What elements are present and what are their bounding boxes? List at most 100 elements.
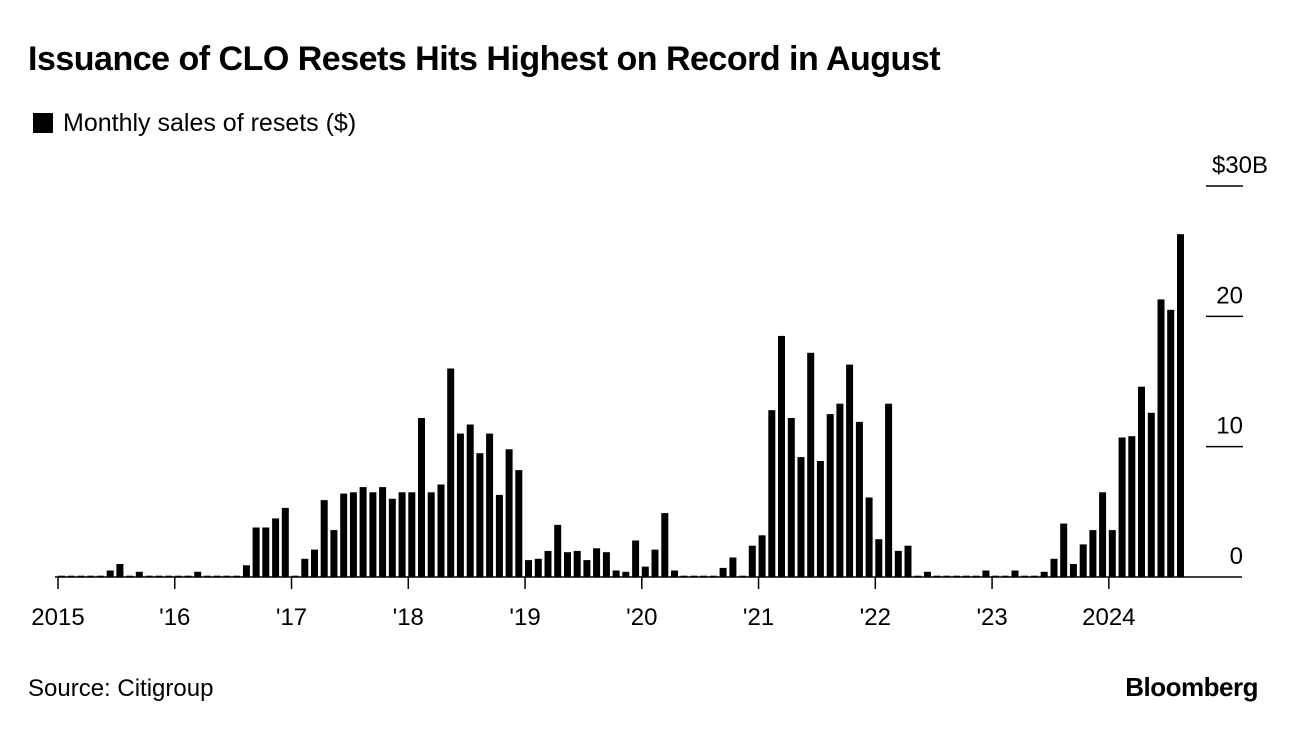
bar [495, 494, 503, 577]
bar [525, 560, 532, 577]
bar [719, 567, 727, 577]
bar [301, 558, 309, 577]
bar [826, 414, 834, 577]
bar [1060, 523, 1068, 577]
bar [544, 550, 552, 577]
bar [466, 424, 474, 577]
bar [602, 552, 610, 577]
bar [1089, 530, 1097, 577]
bar [593, 548, 601, 577]
bloomberg-logo: Bloomberg [1125, 672, 1258, 702]
bar [194, 571, 202, 577]
bar [797, 457, 805, 577]
bar [359, 487, 367, 577]
bar [320, 500, 328, 577]
bar [1050, 558, 1058, 577]
bar [836, 403, 844, 577]
bar [855, 421, 863, 577]
bar [651, 549, 659, 577]
bar [846, 364, 854, 577]
bar [505, 449, 513, 577]
bar [924, 571, 931, 577]
bar [564, 552, 571, 577]
bar [612, 570, 620, 577]
bar [330, 530, 338, 577]
source-note: Source: Citigroup [28, 675, 214, 702]
bar [106, 570, 114, 577]
x-tick-label: '22 [860, 604, 891, 631]
bar [554, 524, 562, 577]
bar [281, 507, 289, 577]
bar [904, 545, 912, 577]
bar [456, 433, 464, 577]
bar [573, 550, 581, 577]
bar [787, 418, 795, 577]
bar [1108, 530, 1116, 577]
bar [632, 540, 640, 577]
bar [116, 564, 124, 577]
bar [515, 470, 523, 577]
bar [447, 368, 455, 577]
bar [1099, 492, 1107, 577]
bar [135, 571, 143, 577]
bar [1069, 564, 1077, 577]
bar [1138, 386, 1145, 577]
bar [1040, 571, 1048, 577]
bar [311, 549, 318, 577]
bar [437, 484, 445, 577]
bar [1011, 570, 1019, 577]
bar [622, 571, 630, 577]
x-axis: 2015 '16 '17 '18 '19 '20 '21 '22 '23 2024 [31, 576, 1242, 631]
bar [768, 410, 776, 577]
chart-title: Issuance of CLO Resets Hits Highest on R… [28, 40, 941, 78]
bar [1157, 299, 1165, 577]
bar [1167, 309, 1175, 577]
bar [486, 433, 494, 577]
bar [534, 558, 542, 577]
bar [427, 492, 435, 577]
bar [242, 565, 250, 577]
bar [272, 518, 280, 577]
y-tick-label: 20 [1216, 282, 1243, 309]
bar [379, 487, 387, 577]
y-axis: 0 10 20 $30B [1206, 152, 1268, 570]
x-tick-label: '18 [393, 604, 424, 631]
bar [1147, 412, 1155, 577]
bar [340, 493, 348, 577]
x-tick-label: '23 [976, 604, 1007, 631]
bar [778, 335, 785, 577]
bar [661, 513, 669, 577]
bar [671, 570, 678, 577]
bar [369, 492, 377, 577]
x-tick-label: '19 [509, 604, 540, 631]
x-tick-label: 2024 [1082, 604, 1135, 631]
bar [641, 566, 649, 577]
bar [418, 418, 425, 577]
bar [476, 453, 484, 577]
bar [1118, 437, 1126, 577]
bar [262, 527, 270, 577]
bar [398, 492, 406, 577]
x-tick-label: 2015 [31, 604, 84, 631]
x-tick-label: '20 [626, 604, 657, 631]
bar [807, 352, 815, 577]
bar [875, 539, 883, 577]
x-tick-label: '17 [276, 604, 307, 631]
bar [729, 557, 737, 577]
bar [865, 497, 873, 577]
bar [583, 560, 591, 577]
bar [388, 498, 396, 577]
bar [252, 527, 260, 577]
legend-swatch [33, 113, 53, 133]
bar [1177, 234, 1184, 577]
bar [1128, 436, 1136, 577]
legend-label: Monthly sales of resets ($) [63, 108, 357, 137]
bar [748, 545, 756, 577]
x-tick-label: '21 [743, 604, 774, 631]
y-tick-label: 0 [1230, 543, 1243, 570]
bar [758, 535, 766, 577]
bar [982, 570, 990, 577]
bar [885, 403, 893, 577]
bar [408, 492, 416, 577]
